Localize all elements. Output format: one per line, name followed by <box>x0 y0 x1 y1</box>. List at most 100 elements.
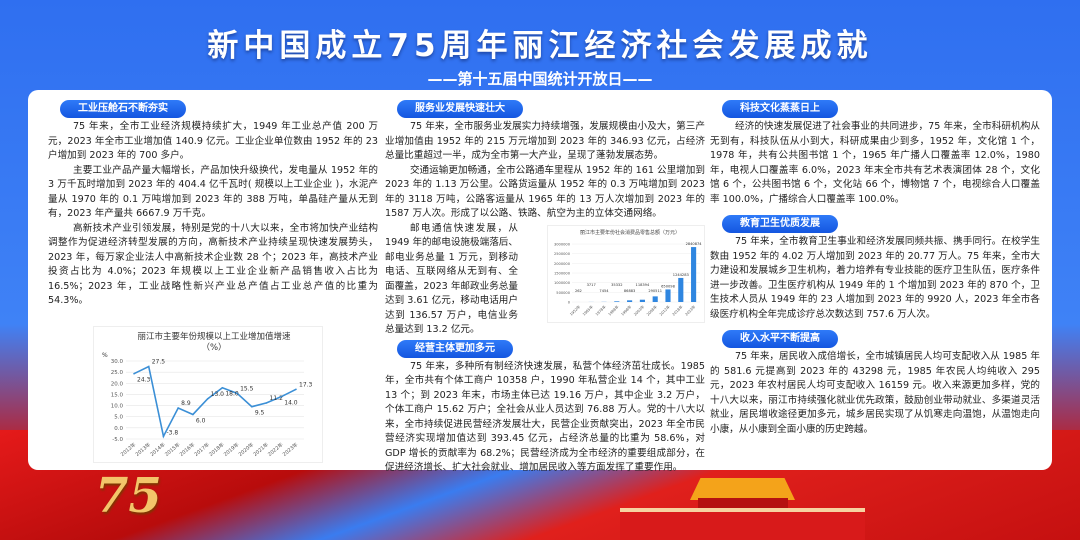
data-label: 3717 <box>587 283 596 287</box>
x-tick-label: 2008年 <box>645 303 658 316</box>
data-label: 118394 <box>636 283 650 287</box>
data-label: 18.0 <box>225 391 239 398</box>
page-title: 新中国成立75周年丽江经济社会发展成就 <box>207 28 873 64</box>
data-point <box>192 413 194 416</box>
x-tick-label: 2017年 <box>193 441 211 458</box>
section-heading-services: 服务业发展快速壮大 <box>397 100 523 118</box>
x-tick-label: 2022年 <box>266 441 284 458</box>
y-tick-label: 15.0 <box>111 392 124 398</box>
x-tick-label: 2020年 <box>237 441 255 458</box>
header: 新中国成立75周年丽江经济社会发展成就 ——第十五届中国统计开放日—— <box>0 0 1080 90</box>
data-label: 14.0 <box>284 400 298 407</box>
data-label: 24.3 <box>137 377 151 384</box>
x-tick-label: 2021年 <box>252 441 270 458</box>
data-point <box>295 388 297 391</box>
x-tick-label: 2012年 <box>658 303 671 316</box>
paragraph: 交通运输更加畅通，全市公路通车里程从 1952 年的 161 公里增加到 202… <box>385 164 705 220</box>
bar <box>627 299 633 302</box>
x-tick-label: 1952年 <box>569 303 582 316</box>
y-tick-label: 500000 <box>556 290 570 294</box>
line-chart-svg: 丽江市主要年份规模以上工业增加值增速（%）%30.0 25.0 20.0 15.0 10… <box>102 331 313 458</box>
paragraph: 经济的快速发展促进了社会事业的共同进步，75 年来，全市科研机构从无到有，科技队… <box>710 121 1040 205</box>
y-tick-label: 10.0 <box>111 404 124 410</box>
x-tick-label: 1965年 <box>581 303 594 316</box>
paragraph: 主要工业产品产量大幅增长，产品加快升级换代，发电量从 1952 年的 3 万千瓦… <box>48 164 378 220</box>
paragraph: 75 年来，全市服务业发展实力持续增强，发展规模由小及大，第三产业增加值由 19… <box>385 121 705 161</box>
x-tick-label: 2013年 <box>134 441 152 458</box>
data-label: 650098 <box>661 284 675 288</box>
data-label: 17.3 <box>299 381 313 388</box>
chart-title: 丽江市主要年份规模以上工业增加值增速 <box>137 331 291 342</box>
x-tick-label: 1978年 <box>594 303 607 316</box>
y-tick-label: 2500000 <box>554 252 571 256</box>
data-label: 290511 <box>648 289 662 293</box>
bar <box>665 288 671 302</box>
x-tick-label: 2012年 <box>119 441 137 458</box>
x-tick-label: 2016年 <box>178 441 196 458</box>
data-label: 7454 <box>599 289 609 293</box>
y-tick-label: 2000000 <box>554 261 571 265</box>
y-tick-label: 5.0 <box>114 415 123 421</box>
data-point <box>147 365 150 368</box>
x-tick-label: 1998年 <box>620 303 633 316</box>
retail-sales-bar-chart: 丽江市主要年份社会消费品零售总额（万元） 3000000 2500000 200000… <box>547 224 705 323</box>
data-label: 1244283 <box>673 272 689 276</box>
y-tick-label: 1500000 <box>554 271 571 275</box>
paragraph: 75 年来，居民收入成倍增长，全市城镇居民人均可支配收入从 1985 年的 58… <box>710 351 1040 435</box>
data-label: 6.0 <box>196 417 206 424</box>
y-tick-label: 20.0 <box>111 381 124 387</box>
chart-title: 丽江市主要年份社会消费品零售总额（万元） <box>580 229 680 236</box>
data-point <box>206 398 209 400</box>
section-heading-education: 教育卫生优质发展 <box>722 215 838 233</box>
section-heading-business: 经营主体更加多元 <box>397 339 513 358</box>
y-tick-label: 1000000 <box>554 281 571 285</box>
x-tick-label: 2015年 <box>163 441 181 458</box>
page-subtitle: ——第十五届中国统计开放日—— <box>427 70 653 88</box>
x-tick-label: 2003年 <box>633 303 646 316</box>
bar <box>678 277 684 302</box>
x-tick-label: 1988年 <box>607 303 620 316</box>
data-label: 13.0 <box>211 391 225 398</box>
content-panel: 工业压舱石不断夯实 75 年来，全市工业经济规模持续扩大，1949 年工业总产值… <box>28 90 1052 473</box>
industry-growth-line-chart: 丽江市主要年份规模以上工业增加值增速 （%）% 30.0 25.0 20.0 15.0 10… <box>93 326 323 463</box>
y-tick-label: 0 <box>568 300 571 304</box>
data-point <box>265 402 268 404</box>
section-heading-income: 收入水平不断提高 <box>722 330 838 348</box>
data-point <box>133 372 135 375</box>
data-label: 8.9 <box>181 400 191 407</box>
bar <box>652 295 658 302</box>
data-point <box>280 395 283 398</box>
column-left: 工业压舱石不断夯实 75 年来，全市工业经济规模持续扩大，1949 年工业总产值… <box>48 98 378 309</box>
anniversary-75-logo: 75 <box>95 468 162 524</box>
bar-chart-svg: 丽江市主要年份社会消费品零售总额（万元） 3000000 2500000 200000… <box>554 229 703 317</box>
chart-subtitle: （%） <box>201 342 226 353</box>
paragraph: 高新技术产业引领发展，特别是党的十八大以来，全市将加快产业结构调整作为促进经济转… <box>48 222 378 307</box>
x-tick-label: 2019年 <box>222 441 240 458</box>
data-label: 262 <box>575 289 582 293</box>
data-label: 15.5 <box>240 385 254 392</box>
section-heading-culture: 科技文化蒸蒸日上 <box>722 100 838 118</box>
x-tick-label: 2023年 <box>281 441 299 458</box>
column-right: 科技文化蒸蒸日上 经济的快速发展促进了社会事业的共同进步，75 年来，全市科研机… <box>710 98 1040 437</box>
bar <box>614 300 620 302</box>
y-tick-label: 3000000 <box>554 242 571 246</box>
tiananmen-illustration <box>620 478 865 540</box>
paragraph: 邮电通信快速发展，从 1949 年的邮电设施极端落后、邮电业务总量 1 万元，到… <box>385 222 518 336</box>
data-point <box>177 407 179 409</box>
section-heading-industry: 工业压舱石不断夯实 <box>60 100 186 118</box>
paragraph: 75 年来，多种所有制经济快速发展，私营个体经济茁壮成长。1985 年，全市共有… <box>385 360 705 474</box>
data-label: 2840874 <box>686 242 703 246</box>
data-label: 11.2 <box>270 395 284 402</box>
data-point <box>251 405 253 408</box>
data-label: 9.5 <box>255 410 265 417</box>
y-tick-label: 25.0 <box>111 370 124 376</box>
x-tick-label: 2014年 <box>149 441 167 458</box>
data-label: -3.8 <box>166 429 178 436</box>
data-label: 27.5 <box>152 359 166 366</box>
bar <box>691 246 697 302</box>
y-tick-label: 30.0 <box>111 359 124 365</box>
y-axis-label: % <box>102 352 108 359</box>
paragraph: 75 年来，全市教育卫生事业和经济发展同频共振、携手同行。在校学生数由 1952… <box>710 236 1040 320</box>
x-tick-label: 2018年 <box>671 303 684 316</box>
column-middle: 服务业发展快速壮大 75 年来，全市服务业发展实力持续增强，发展规模由小及大，第… <box>385 98 705 476</box>
